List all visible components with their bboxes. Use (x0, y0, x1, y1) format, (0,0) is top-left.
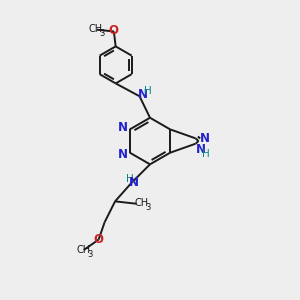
Text: O: O (109, 24, 118, 38)
Text: N: N (118, 122, 128, 134)
Text: CH: CH (135, 198, 149, 208)
Text: 3: 3 (145, 203, 151, 212)
Text: H: H (126, 174, 134, 184)
Text: CH: CH (76, 245, 90, 255)
Text: H: H (202, 149, 210, 159)
Text: H: H (144, 86, 152, 96)
Text: O: O (93, 233, 103, 246)
Text: CH: CH (88, 24, 103, 34)
Text: N: N (129, 176, 139, 189)
Text: 3: 3 (100, 29, 105, 38)
Text: N: N (196, 142, 206, 156)
Text: N: N (200, 132, 210, 145)
Text: 3: 3 (87, 250, 92, 259)
Text: N: N (138, 88, 148, 101)
Text: N: N (118, 148, 128, 161)
